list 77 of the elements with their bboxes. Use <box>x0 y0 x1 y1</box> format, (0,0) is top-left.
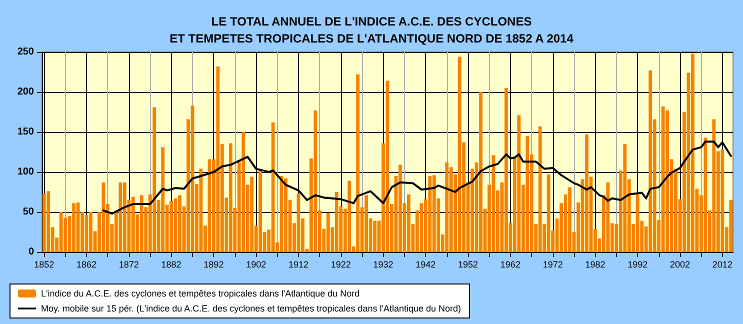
y-tick-label: 0 <box>28 246 34 258</box>
bar <box>89 212 92 252</box>
x-tick-label: 1862 <box>76 260 97 270</box>
x-tick-label: 1992 <box>628 260 648 270</box>
bar <box>568 187 572 252</box>
bar <box>348 180 352 252</box>
x-tick-label: 2012 <box>712 260 732 270</box>
bar <box>666 110 669 252</box>
bar <box>432 175 436 252</box>
x-tick-label: 1872 <box>118 260 139 270</box>
x-tick-label: 1912 <box>288 260 308 270</box>
x-tick-label: 1972 <box>542 260 563 270</box>
x-tick-label: 1922 <box>330 260 351 270</box>
bar <box>479 92 482 252</box>
y-tick-label: 100 <box>17 166 34 178</box>
bar <box>72 203 76 252</box>
bar <box>326 212 330 252</box>
x-tick-label: 1852 <box>34 260 54 270</box>
chart-title: LE TOTAL ANNUEL DE L'INDICE A.C.E. DES CYCLONES ET TEMPETES TROPICALES DE L'ATLANTIQUE NORD DE 1852 A 2014 <box>170 14 574 46</box>
bar <box>122 182 126 252</box>
x-tick-label: 1942 <box>416 260 436 270</box>
bar <box>131 196 135 252</box>
bar <box>228 143 232 252</box>
bar <box>585 134 588 252</box>
y-tick-label: 150 <box>17 126 34 138</box>
bar <box>504 88 508 252</box>
bar <box>546 174 550 252</box>
bar <box>428 176 432 252</box>
legend-label: Moy. mobile sur 15 pér. (L'indice du A.C.E. des cyclones et tempêtes tropicales dans l'Atlantique du Nord) <box>41 304 461 314</box>
bar <box>445 162 449 252</box>
bar <box>42 194 46 252</box>
bar <box>704 138 708 252</box>
bar <box>242 132 246 252</box>
bar <box>152 107 156 252</box>
bar <box>364 195 368 252</box>
bar <box>356 74 360 252</box>
bar <box>517 115 521 252</box>
bar <box>140 195 144 252</box>
bar <box>118 182 122 252</box>
bar <box>712 119 716 252</box>
bar <box>538 126 542 252</box>
bar <box>648 70 652 252</box>
x-tick-label: 1962 <box>500 260 520 270</box>
x-tick-label: 2002 <box>670 260 690 270</box>
x-tick-label: 1902 <box>246 260 266 270</box>
bar <box>729 200 733 252</box>
legend-label: L'indice du A.C.E. des cyclones et tempêtes tropicales dans l'Atlantique du Nord <box>41 288 360 298</box>
x-tick-label: 1982 <box>585 260 606 270</box>
y-tick-label: 250 <box>17 46 34 58</box>
bar <box>623 144 627 252</box>
bar <box>178 195 182 252</box>
bar <box>420 203 424 252</box>
x-tick-label: 1952 <box>458 260 478 270</box>
bar <box>334 192 338 252</box>
bar <box>284 178 288 252</box>
bar <box>606 182 610 252</box>
bar <box>161 147 165 252</box>
bar <box>59 212 63 252</box>
bar <box>691 54 694 252</box>
bar <box>458 56 462 252</box>
bar <box>636 194 640 252</box>
bar <box>720 150 724 252</box>
bar <box>170 200 173 252</box>
bar <box>526 136 530 252</box>
x-tick-label: 1882 <box>161 260 182 270</box>
y-tick-label: 50 <box>22 206 34 218</box>
bar <box>258 170 262 252</box>
bar <box>46 191 50 252</box>
x-tick-label: 1892 <box>204 260 224 270</box>
y-tick-label: 200 <box>17 86 34 98</box>
bar <box>398 164 402 252</box>
bar <box>250 176 254 252</box>
bar <box>373 220 376 252</box>
bar <box>216 66 220 252</box>
x-tick-label: 1932 <box>373 260 394 270</box>
bar <box>407 194 410 252</box>
bar <box>314 110 318 252</box>
